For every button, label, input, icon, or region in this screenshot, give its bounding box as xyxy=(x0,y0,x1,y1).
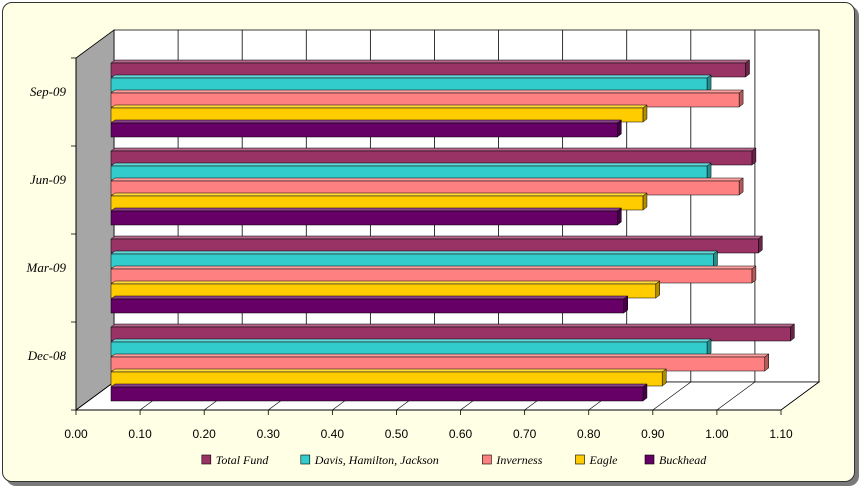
bar-top xyxy=(110,383,648,388)
bar-end xyxy=(617,119,622,138)
x-tick-label: 0.70 xyxy=(513,427,537,441)
bar-top xyxy=(110,338,712,343)
legend-swatch xyxy=(300,454,311,465)
bar xyxy=(110,386,644,402)
floor-gridline xyxy=(780,381,820,411)
bar-top xyxy=(110,192,648,197)
bar-end xyxy=(642,383,648,402)
bar-end xyxy=(706,338,712,357)
bar-top xyxy=(110,119,623,124)
bar-end xyxy=(655,280,661,299)
bar-end xyxy=(661,368,667,387)
x-tick-label: 0.90 xyxy=(641,427,665,441)
bar-end xyxy=(745,59,750,78)
x-tick-label: 1.10 xyxy=(769,427,793,441)
x-tick-label: 0.30 xyxy=(257,427,281,441)
bar-end xyxy=(617,207,622,226)
y-tick-label: Sep-09 xyxy=(30,84,67,99)
bar-top xyxy=(110,162,712,167)
bar-end xyxy=(758,235,763,254)
bar-end xyxy=(642,104,648,123)
floor-gridline xyxy=(652,381,691,411)
legend-swatch xyxy=(201,454,212,465)
bar-top xyxy=(110,59,751,64)
x-tick-label: 0.80 xyxy=(577,427,601,441)
bar-end xyxy=(738,177,744,196)
bar-top xyxy=(110,265,757,270)
plot-side-wall xyxy=(75,29,115,411)
y-tick-label: Jun-09 xyxy=(30,172,67,187)
floor-gridline xyxy=(75,381,115,411)
bar-end xyxy=(642,192,648,211)
bar-end xyxy=(790,323,795,342)
legend-swatch xyxy=(644,454,655,465)
bar-top xyxy=(110,250,719,255)
legend-swatch xyxy=(482,454,492,465)
bar xyxy=(110,298,624,314)
x-tick-label: 0.20 xyxy=(193,427,217,441)
floor-gridline xyxy=(716,381,756,411)
x-tick-label: 1.00 xyxy=(705,427,729,441)
x-tick-label: 0.50 xyxy=(385,427,409,441)
legend-swatch xyxy=(575,454,585,465)
bar xyxy=(110,122,618,138)
legend-label: Buckhead xyxy=(659,453,707,467)
bar-end xyxy=(751,147,757,166)
bar-top xyxy=(110,207,623,212)
bar-top xyxy=(110,280,661,285)
bar-top xyxy=(110,353,770,358)
bar-top xyxy=(110,74,712,79)
y-tick-label: Dec-08 xyxy=(27,348,67,363)
bar-end xyxy=(623,295,628,314)
x-tick-label: 0.10 xyxy=(128,427,152,441)
bar-top xyxy=(110,295,629,300)
bar-top xyxy=(110,323,796,328)
bar-top xyxy=(110,368,667,373)
legend-label: Total Fund xyxy=(216,453,270,467)
x-tick-label: 0.40 xyxy=(321,427,345,441)
legend-label: Davis, Hamilton, Jackson xyxy=(314,453,439,467)
bar-top xyxy=(110,235,764,240)
bar-top xyxy=(110,104,648,109)
bar-end xyxy=(706,74,712,93)
legend-label: Eagle xyxy=(589,453,619,467)
bar xyxy=(110,210,618,226)
bar-end xyxy=(713,250,718,269)
x-tick-label: 0.60 xyxy=(449,427,473,441)
legend-label: Inverness xyxy=(495,453,542,467)
bar-end xyxy=(706,162,712,181)
bar-end xyxy=(751,265,757,284)
bar-end xyxy=(738,89,744,108)
y-tick-label: Mar-09 xyxy=(26,260,67,275)
bar-top xyxy=(110,147,757,152)
bar-top xyxy=(110,177,744,182)
bar-end xyxy=(764,353,769,372)
x-tick-label: 0.00 xyxy=(64,427,88,441)
bar-top xyxy=(110,89,744,94)
